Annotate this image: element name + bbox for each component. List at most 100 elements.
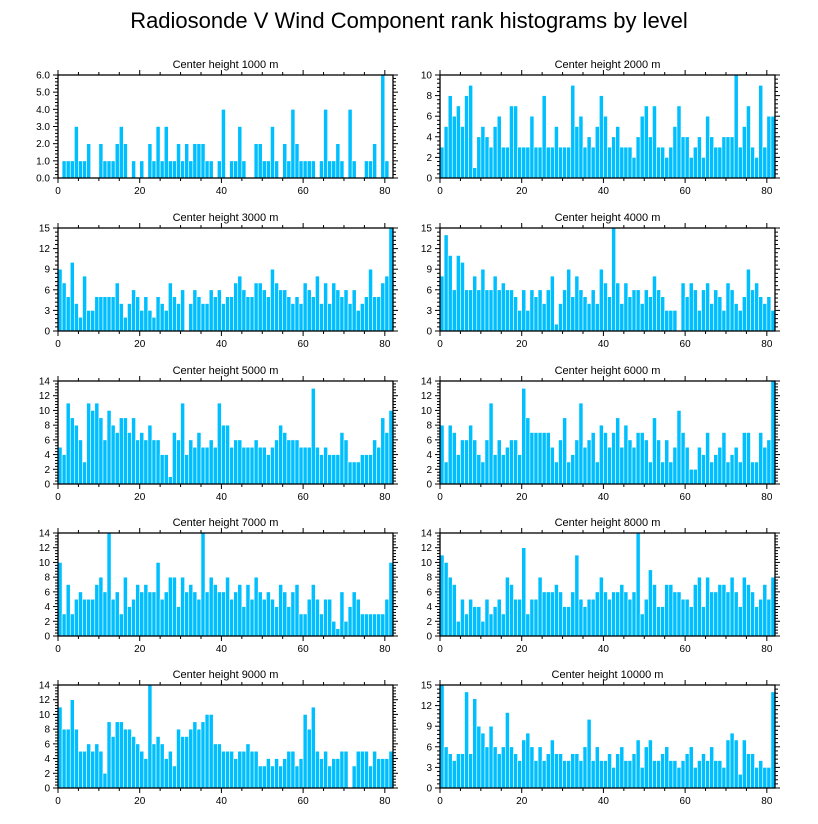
histogram-bar (372, 750, 377, 789)
y-tick-label: 2 (426, 153, 432, 164)
y-tick-label: 15 (421, 681, 433, 692)
histogram-bar (615, 591, 621, 637)
histogram-bar (692, 767, 698, 789)
histogram-bar (380, 417, 386, 485)
histogram-bar (627, 598, 633, 637)
histogram-bar (639, 613, 645, 637)
x-tick-label: 60 (680, 796, 692, 807)
histogram-bar (635, 289, 641, 332)
y-tick-label: 6 (426, 285, 432, 296)
histogram-bar (558, 753, 563, 789)
histogram-bar (660, 753, 665, 789)
histogram-bar (721, 136, 727, 179)
y-tick-label: 9 (426, 722, 432, 733)
histogram-bar (200, 721, 206, 789)
histogram-bar (460, 439, 465, 485)
histogram-bar (257, 282, 263, 332)
histogram-bar (343, 289, 349, 332)
histogram-bar (758, 432, 764, 485)
histogram-bar (443, 562, 449, 637)
histogram-bar (766, 296, 772, 332)
histogram-bar (627, 146, 633, 179)
histogram-bar (713, 289, 719, 332)
histogram-bar (684, 296, 690, 332)
y-tick-label: 2 (44, 465, 50, 476)
histogram-bar (217, 160, 222, 179)
histogram-bar (78, 591, 83, 637)
histogram-bar (229, 296, 234, 332)
histogram-bar (586, 439, 592, 485)
histogram-bar (582, 606, 588, 637)
histogram-bar (725, 282, 731, 332)
histogram-bar (335, 289, 341, 332)
histogram-bar (94, 296, 100, 332)
histogram-bar (574, 126, 580, 179)
histogram-bar (672, 126, 678, 179)
histogram-bar (380, 613, 386, 637)
histogram-bar (721, 310, 727, 332)
histogram-bar (451, 115, 457, 179)
histogram-bar (110, 160, 116, 179)
histogram-bar (106, 296, 112, 332)
histogram-bar (451, 760, 457, 789)
histogram-bar (139, 310, 145, 332)
histogram-bar (737, 606, 743, 637)
histogram-bar (566, 760, 572, 789)
histogram-bar (168, 160, 173, 179)
y-tick-label: 6 (426, 435, 432, 446)
histogram-bar (594, 126, 600, 179)
histogram-bar (351, 765, 357, 789)
histogram-bar (347, 303, 353, 332)
x-tick-label: 0 (55, 339, 61, 350)
histogram-bar (599, 760, 604, 789)
histogram-bar (701, 753, 706, 789)
histogram-bar (525, 732, 531, 789)
histogram-bar (147, 310, 153, 332)
histogram-bar (282, 432, 288, 485)
x-tick-label: 80 (761, 492, 773, 503)
histogram-bar (517, 760, 523, 789)
x-tick-label: 40 (598, 492, 610, 503)
histogram-bar (188, 303, 194, 332)
histogram-bar (468, 85, 473, 179)
histogram-bar (151, 743, 157, 789)
histogram-bar (468, 753, 473, 789)
histogram-bar (69, 160, 75, 179)
histogram-bar (335, 143, 341, 179)
histogram-bar (656, 760, 661, 789)
histogram-bar (343, 620, 349, 637)
histogram-bar (139, 591, 145, 637)
histogram-bar (529, 598, 535, 637)
histogram-bar (554, 126, 559, 179)
chart-panel: Center height 2000 m 0 20 40 60 80 0 2 4 6 8 10 (421, 59, 780, 197)
histogram-bar (147, 684, 153, 789)
histogram-bar (468, 424, 473, 485)
plot-frame (57, 684, 394, 789)
histogram-bar (737, 461, 743, 485)
histogram-bar (192, 721, 198, 789)
histogram-bar (660, 606, 665, 637)
histogram-bar (697, 446, 702, 485)
histogram-bar (253, 143, 259, 179)
histogram-bar (709, 303, 715, 332)
histogram-bar (249, 598, 255, 637)
histogram-bar (90, 410, 96, 485)
histogram-bar (582, 146, 588, 179)
histogram-bar (86, 310, 91, 332)
histogram-bar (464, 439, 469, 485)
histogram-bar (65, 402, 71, 485)
histogram-bar (184, 591, 190, 637)
histogram-bar (725, 739, 731, 789)
y-tick-label: 12 (39, 244, 51, 255)
y-tick-label: 0 (426, 480, 432, 491)
histogram-bar (102, 439, 108, 485)
histogram-bar (233, 282, 239, 332)
histogram-bar (652, 417, 657, 485)
histogram-bar (123, 316, 128, 332)
y-tick-label: 6 (426, 742, 432, 753)
histogram-bar (639, 303, 645, 332)
y-tick-label: 0 (44, 327, 50, 338)
histogram-bar (360, 750, 365, 789)
histogram-bar (200, 532, 206, 637)
histogram-bar (668, 310, 674, 332)
